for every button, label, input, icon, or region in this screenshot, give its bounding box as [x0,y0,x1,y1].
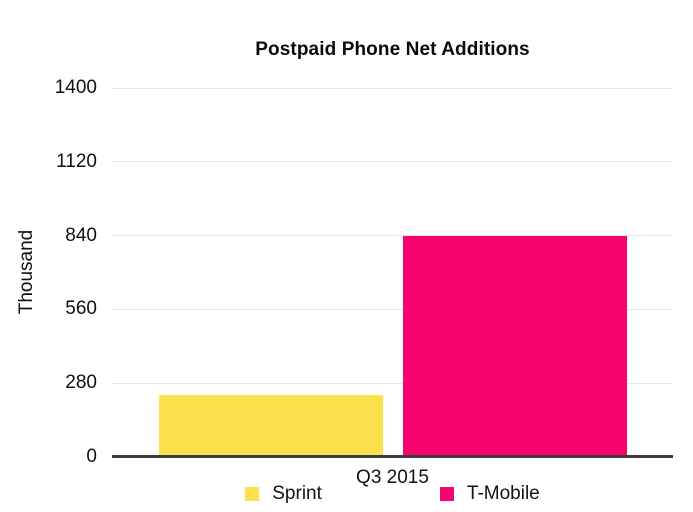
legend-label: Sprint [272,483,322,504]
y-tick-label: 560 [65,298,97,320]
gridline [112,308,673,310]
bar-sprint [158,394,383,457]
y-tick-label: 840 [65,224,97,246]
gridline [112,87,673,89]
y-tick-label: 1400 [54,77,97,98]
legend: Sprint T-Mobile [112,484,673,504]
legend-item-sprint: Sprint [245,484,322,504]
legend-swatch-sprint [245,487,260,501]
gridline [112,161,673,163]
plot-area [112,87,673,458]
y-tick-label: 1120 [56,150,97,172]
legend-item-t-mobile: T-Mobile [439,483,540,504]
chart-title: Postpaid Phone Net Additions [255,39,530,60]
gridline [112,382,673,384]
gridline [112,235,673,237]
x-axis-tick-label: Q3 2015 [356,467,429,488]
bar-t-mobile [402,235,627,457]
y-tick-label: 0 [86,446,97,467]
legend-swatch-t-mobile [439,487,454,501]
x-axis-line [112,455,673,458]
legend-label: T-Mobile [466,483,540,504]
y-tick-label: 280 [65,372,97,394]
